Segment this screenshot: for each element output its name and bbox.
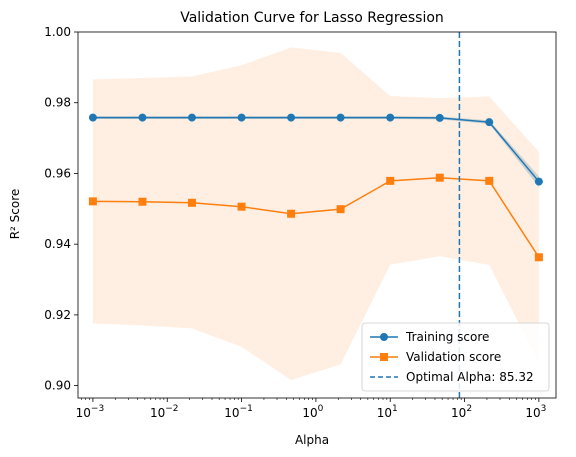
x-tick-label: 101 <box>377 404 398 420</box>
data-point-validation <box>287 209 296 218</box>
data-point-training <box>88 113 97 122</box>
y-tick-label: 0.96 <box>44 166 71 180</box>
series-line-validation <box>92 176 540 258</box>
data-point-training <box>336 113 345 122</box>
data-point-training <box>237 113 246 122</box>
legend: Training score Validation score Optimal Al… <box>361 322 550 392</box>
x-tick-label-base: 10 <box>150 406 165 420</box>
x-tick-label: 100 <box>302 404 323 420</box>
data-point-training <box>435 113 444 122</box>
x-tick-label: 10−2 <box>150 404 179 420</box>
data-point-validation <box>187 198 196 207</box>
data-point-validation <box>386 176 395 185</box>
x-tick-label-base: 10 <box>302 406 317 420</box>
x-tick-label-base: 10 <box>451 406 466 420</box>
x-tick-label: 10−3 <box>76 404 105 420</box>
data-point-validation <box>88 197 97 206</box>
legend-label-optimal-alpha: Optimal Alpha: 85.32 <box>406 370 534 384</box>
x-tick-label-exponent: −2 <box>165 404 178 414</box>
data-point-validation <box>485 176 494 185</box>
x-tick-label-exponent: 2 <box>466 404 472 414</box>
legend-label-validation: Validation score <box>406 350 501 364</box>
x-tick-label-base: 10 <box>224 406 239 420</box>
data-point-validation <box>336 205 345 214</box>
y-tick-label: 1.00 <box>44 25 71 39</box>
data-point-training <box>534 177 543 186</box>
legend-box <box>361 322 550 392</box>
data-point-validation <box>435 173 444 182</box>
data-point-training <box>138 113 147 122</box>
data-point-validation <box>534 253 543 262</box>
data-point-validation <box>138 197 147 206</box>
y-tick-label: 0.90 <box>44 379 71 393</box>
y-tick-label: 0.92 <box>44 308 71 322</box>
chart-title: Validation Curve for Lasso Regression <box>180 10 444 26</box>
x-tick-label-base: 10 <box>76 406 91 420</box>
x-tick-label-exponent: 0 <box>318 404 324 414</box>
x-tick-label-base: 10 <box>525 406 540 420</box>
plot-frame <box>77 31 557 399</box>
series-line-training <box>92 116 540 183</box>
data-point-training <box>485 118 494 127</box>
data-point-training <box>386 113 395 122</box>
x-tick-label-base: 10 <box>377 406 392 420</box>
data-point-validation <box>237 202 246 211</box>
confidence-band-validation <box>92 47 539 380</box>
x-tick-label: 10−1 <box>224 404 253 420</box>
legend-label-training: Training score <box>405 330 489 344</box>
x-tick-label-exponent: 3 <box>541 404 547 414</box>
legend-marker-validation <box>380 353 388 361</box>
legend-marker-training <box>380 333 388 341</box>
x-tick-label: 102 <box>451 404 472 420</box>
y-axis-title: R² Score <box>8 189 22 240</box>
y-tick-label: 0.98 <box>44 96 71 110</box>
data-point-training <box>187 113 196 122</box>
x-tick-label-exponent: −3 <box>91 404 104 414</box>
y-tick-label: 0.94 <box>44 237 71 251</box>
x-axis-title: Alpha <box>295 433 329 447</box>
x-tick-label-exponent: 1 <box>392 404 398 414</box>
data-point-training <box>287 113 296 122</box>
x-tick-label-exponent: −1 <box>240 404 253 414</box>
x-tick-label: 103 <box>525 404 546 420</box>
